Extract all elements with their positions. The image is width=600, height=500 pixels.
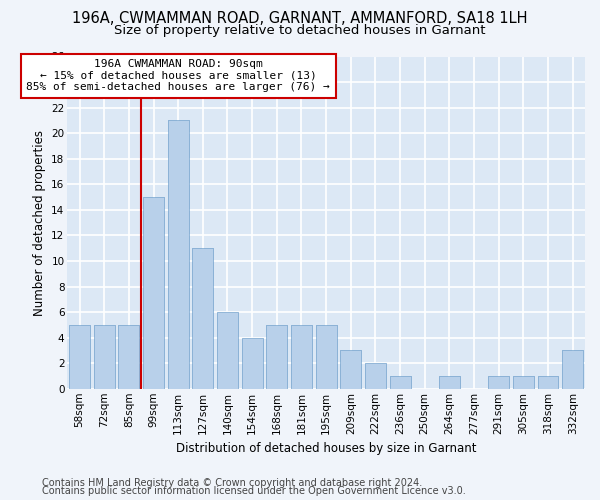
Bar	[340, 350, 361, 389]
Bar	[365, 363, 386, 389]
Bar	[291, 325, 312, 389]
Bar	[242, 338, 263, 389]
Bar	[389, 376, 410, 389]
Text: Size of property relative to detached houses in Garnant: Size of property relative to detached ho…	[114, 24, 486, 37]
Text: 196A CWMAMMAN ROAD: 90sqm
← 15% of detached houses are smaller (13)
85% of semi-: 196A CWMAMMAN ROAD: 90sqm ← 15% of detac…	[26, 59, 330, 92]
Bar	[513, 376, 534, 389]
Y-axis label: Number of detached properties: Number of detached properties	[32, 130, 46, 316]
Bar	[69, 325, 90, 389]
Bar	[316, 325, 337, 389]
Bar	[538, 376, 559, 389]
Bar	[94, 325, 115, 389]
Bar	[168, 120, 188, 389]
Bar	[193, 248, 214, 389]
Bar	[365, 363, 386, 389]
Text: Contains public sector information licensed under the Open Government Licence v3: Contains public sector information licen…	[42, 486, 466, 496]
Bar	[513, 376, 534, 389]
Bar	[94, 325, 115, 389]
Bar	[242, 338, 263, 389]
Bar	[488, 376, 509, 389]
Bar	[538, 376, 559, 389]
Bar	[439, 376, 460, 389]
Bar	[291, 325, 312, 389]
Bar	[118, 325, 139, 389]
X-axis label: Distribution of detached houses by size in Garnant: Distribution of detached houses by size …	[176, 442, 476, 455]
Bar	[143, 197, 164, 389]
Bar	[143, 197, 164, 389]
Text: Contains HM Land Registry data © Crown copyright and database right 2024.: Contains HM Land Registry data © Crown c…	[42, 478, 422, 488]
Bar	[439, 376, 460, 389]
Bar	[217, 312, 238, 389]
Bar	[266, 325, 287, 389]
Bar	[389, 376, 410, 389]
Bar	[562, 350, 583, 389]
Bar	[316, 325, 337, 389]
Bar	[217, 312, 238, 389]
Bar	[266, 325, 287, 389]
Bar	[488, 376, 509, 389]
Bar	[168, 120, 188, 389]
Text: 196A, CWMAMMAN ROAD, GARNANT, AMMANFORD, SA18 1LH: 196A, CWMAMMAN ROAD, GARNANT, AMMANFORD,…	[72, 11, 528, 26]
Bar	[69, 325, 90, 389]
Bar	[562, 350, 583, 389]
Bar	[193, 248, 214, 389]
Bar	[340, 350, 361, 389]
Bar	[118, 325, 139, 389]
